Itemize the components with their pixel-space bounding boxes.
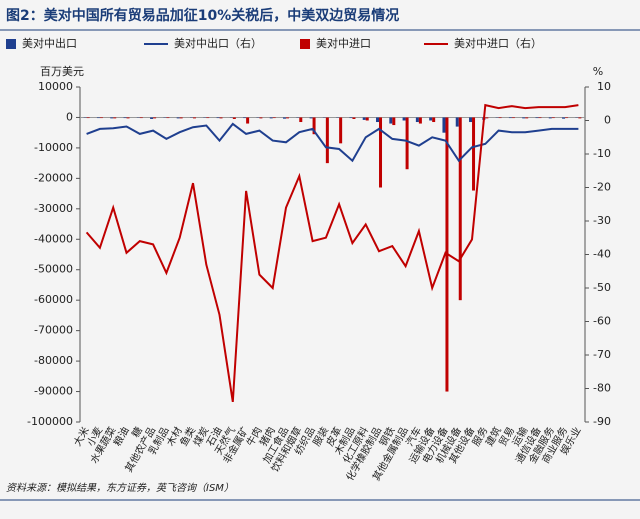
bar <box>565 117 568 118</box>
bar <box>299 117 302 122</box>
y-tick-label: -30000 <box>34 202 73 215</box>
source: 资料来源：模拟结果，东方证券，英飞咨询（ISM） <box>6 482 234 494</box>
y-tick-label: -20000 <box>34 171 73 184</box>
bar <box>246 117 249 123</box>
y-tick-label: -90000 <box>34 385 73 398</box>
bar <box>233 117 236 119</box>
bar <box>406 117 409 169</box>
bar <box>100 117 103 118</box>
bar <box>124 117 127 118</box>
y-tick-label: -60000 <box>34 293 73 306</box>
bar <box>140 117 143 118</box>
y-tick-label: -40000 <box>34 232 73 245</box>
bar <box>97 117 100 118</box>
bar <box>110 117 113 118</box>
y2-axis-label: % <box>593 65 603 78</box>
bar <box>429 117 432 120</box>
bar <box>472 117 475 190</box>
bar <box>562 117 565 118</box>
bar <box>166 117 169 118</box>
bar <box>416 117 419 122</box>
y2-tick-label: -80 <box>593 382 611 395</box>
bar <box>206 117 209 118</box>
legend-label: 美对中出口（右） <box>174 36 262 50</box>
y-tick-label: -50000 <box>34 263 73 276</box>
bar <box>220 117 223 118</box>
y-tick-label: 0 <box>66 110 73 123</box>
bar <box>177 117 180 118</box>
legend-label: 美对中出口 <box>22 36 77 50</box>
y2-tick-label: -40 <box>593 248 611 261</box>
bar <box>363 117 366 119</box>
y-tick-label: -80000 <box>34 354 73 367</box>
bar <box>469 117 472 122</box>
bar <box>419 117 422 123</box>
chart-title: 图2：美对中国所有贸易品加征10%关税后，中美双边贸易情况 <box>6 7 399 24</box>
legend-label: 美对中进口 <box>316 36 371 50</box>
bar <box>578 117 581 118</box>
bar <box>127 117 130 118</box>
bar <box>459 117 462 300</box>
bar <box>442 117 445 132</box>
bar <box>512 117 515 118</box>
bar <box>509 117 512 118</box>
bar <box>485 117 488 118</box>
bar <box>552 117 555 118</box>
bar <box>525 117 528 118</box>
y2-tick-label: -90 <box>593 415 611 428</box>
bar <box>379 117 382 187</box>
y2-tick-label: -20 <box>593 181 611 194</box>
y-tick-label: 10000 <box>38 80 73 93</box>
bar <box>286 117 289 118</box>
bar <box>499 117 502 118</box>
bar <box>217 117 220 118</box>
bar <box>193 117 196 118</box>
y-axis-label: 百万美元 <box>40 65 84 78</box>
bar <box>310 117 313 118</box>
y2-tick-label: -10 <box>593 147 611 160</box>
bar <box>535 117 538 118</box>
legend-swatch <box>6 39 16 49</box>
y-tick-label: -10000 <box>34 141 73 154</box>
bar <box>432 117 435 122</box>
bar <box>270 117 273 118</box>
bar <box>538 117 541 118</box>
y-tick-label: -100000 <box>27 415 73 428</box>
y2-tick-label: -70 <box>593 348 611 361</box>
bar <box>87 117 90 118</box>
bar <box>349 117 352 118</box>
bar <box>456 117 459 126</box>
bar <box>150 117 153 119</box>
bar <box>522 117 525 118</box>
bar <box>392 117 395 125</box>
y2-tick-label: -30 <box>593 214 611 227</box>
y2-tick-label: 10 <box>597 80 611 93</box>
bar <box>243 117 246 118</box>
bar <box>273 117 276 118</box>
bar <box>403 117 406 120</box>
bar <box>376 117 379 122</box>
bar <box>352 117 355 119</box>
y2-tick-label: 0 <box>604 114 611 127</box>
bar <box>153 117 156 118</box>
bar <box>366 117 369 120</box>
legend-label: 美对中进口（右） <box>454 36 542 50</box>
y2-tick-label: -60 <box>593 315 611 328</box>
bar <box>339 117 342 143</box>
y-tick-label: -70000 <box>34 324 73 337</box>
bar <box>259 117 262 118</box>
bar <box>549 117 552 118</box>
bar <box>326 117 329 163</box>
bar <box>113 117 116 118</box>
bar <box>283 117 286 118</box>
legend-swatch <box>300 39 310 49</box>
y2-tick-label: -50 <box>593 281 611 294</box>
bar <box>389 117 392 123</box>
bar <box>180 117 183 118</box>
